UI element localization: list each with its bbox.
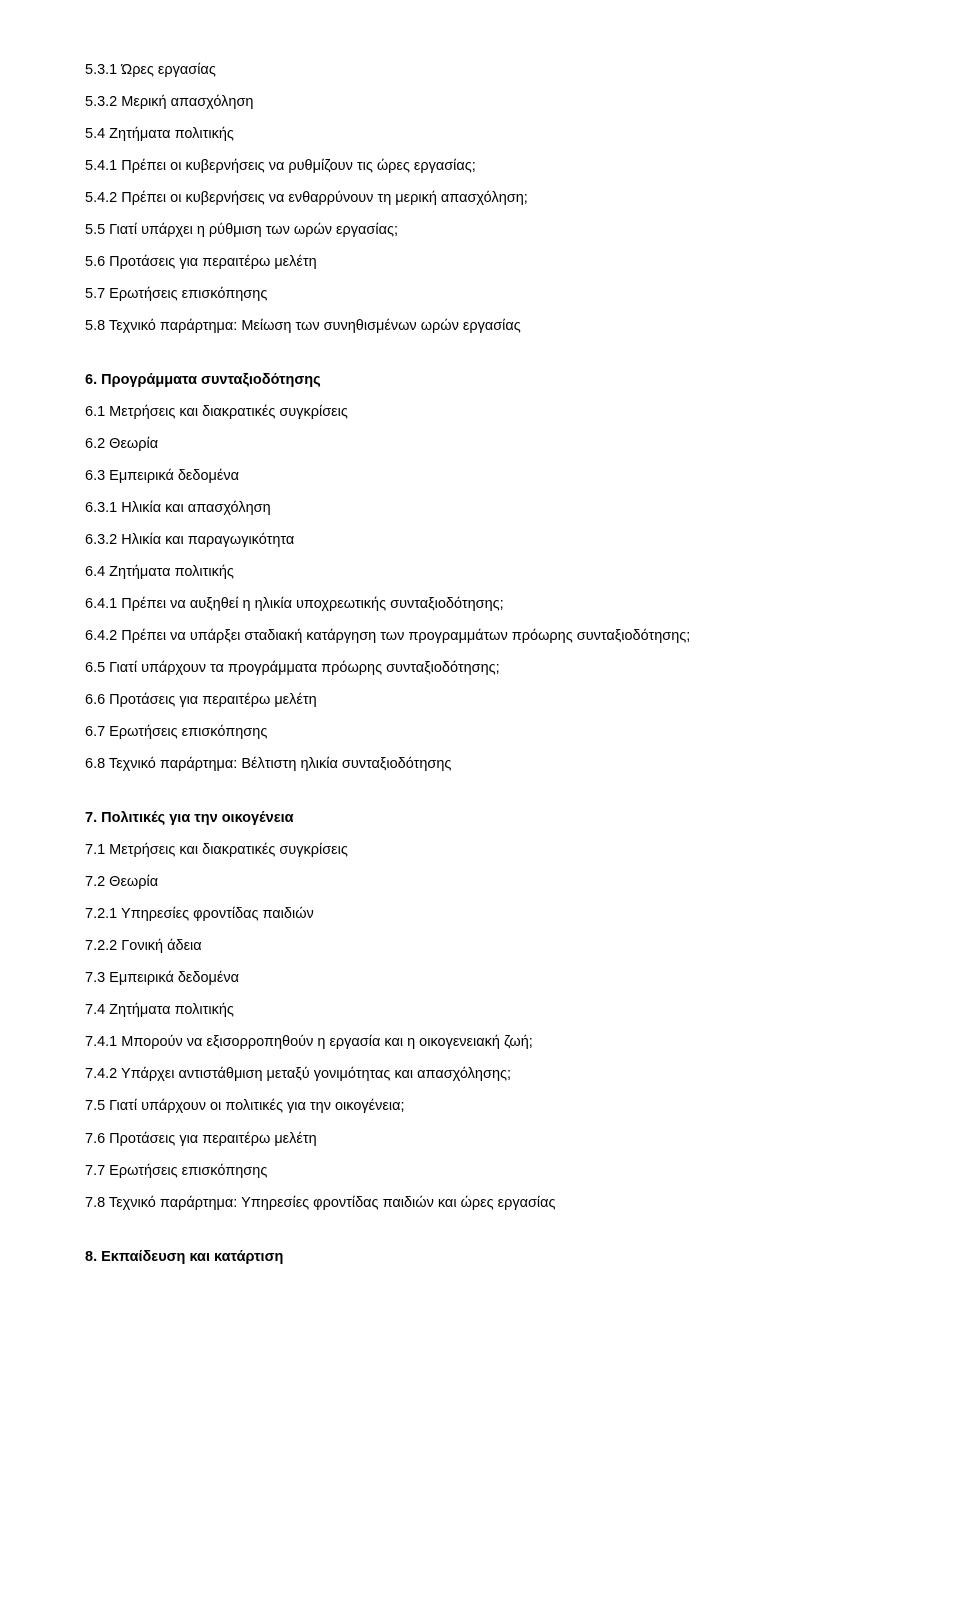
toc-line: 5.4 Ζητήματα πολιτικής	[85, 124, 875, 145]
toc-line: 7.6 Προτάσεις για περαιτέρω μελέτη	[85, 1129, 875, 1150]
toc-line: 6.4 Ζητήματα πολιτικής	[85, 562, 875, 583]
toc-line: 7.1 Μετρήσεις και διακρατικές συγκρίσεις	[85, 840, 875, 861]
toc-line: 7.7 Ερωτήσεις επισκόπησης	[85, 1161, 875, 1182]
toc-line: 6.1 Μετρήσεις και διακρατικές συγκρίσεις	[85, 402, 875, 423]
toc-line: 5.5 Γιατί υπάρχει η ρύθμιση των ωρών εργ…	[85, 220, 875, 241]
section-break	[85, 1225, 875, 1247]
section-break	[85, 786, 875, 808]
toc-line: 7.3 Εμπειρικά δεδομένα	[85, 968, 875, 989]
toc-line: 5.7 Ερωτήσεις επισκόπησης	[85, 284, 875, 305]
toc-line: 6.8 Τεχνικό παράρτημα: Βέλτιστη ηλικία σ…	[85, 754, 875, 775]
toc-line: 7.8 Τεχνικό παράρτημα: Υπηρεσίες φροντίδ…	[85, 1193, 875, 1214]
toc-line: 5.4.2 Πρέπει οι κυβερνήσεις να ενθαρρύνο…	[85, 188, 875, 209]
toc-line: 6.5 Γιατί υπάρχουν τα προγράμματα πρόωρη…	[85, 658, 875, 679]
toc-line: 6.3.1 Ηλικία και απασχόληση	[85, 498, 875, 519]
toc-line: 7.5 Γιατί υπάρχουν οι πολιτικές για την …	[85, 1096, 875, 1117]
toc-line: 7.2.2 Γονική άδεια	[85, 936, 875, 957]
toc-line: 5.3.2 Μερική απασχόληση	[85, 92, 875, 113]
section-title: 6. Προγράμματα συνταξιοδότησης	[85, 370, 875, 391]
toc-line: 7.2.1 Υπηρεσίες φροντίδας παιδιών	[85, 904, 875, 925]
toc-line: 7.4.1 Μπορούν να εξισορροπηθούν η εργασί…	[85, 1032, 875, 1053]
toc-line: 6.3 Εμπειρικά δεδομένα	[85, 466, 875, 487]
toc-line: 6.7 Ερωτήσεις επισκόπησης	[85, 722, 875, 743]
toc-line: 6.2 Θεωρία	[85, 434, 875, 455]
section-title: 7. Πολιτικές για την οικογένεια	[85, 808, 875, 829]
toc-line: 7.4.2 Υπάρχει αντιστάθμιση μεταξύ γονιμό…	[85, 1064, 875, 1085]
toc-line: 5.4.1 Πρέπει οι κυβερνήσεις να ρυθμίζουν…	[85, 156, 875, 177]
toc-line: 5.6 Προτάσεις για περαιτέρω μελέτη	[85, 252, 875, 273]
toc-line: 6.4.1 Πρέπει να αυξηθεί η ηλικία υποχρεω…	[85, 594, 875, 615]
toc-line: 6.3.2 Ηλικία και παραγωγικότητα	[85, 530, 875, 551]
section-break	[85, 348, 875, 370]
toc-line: 6.6 Προτάσεις για περαιτέρω μελέτη	[85, 690, 875, 711]
toc-line: 5.8 Τεχνικό παράρτημα: Μείωση των συνηθι…	[85, 316, 875, 337]
toc-line: 5.3.1 Ώρες εργασίας	[85, 60, 875, 81]
section-title: 8. Εκπαίδευση και κατάρτιση	[85, 1247, 875, 1268]
toc-line: 6.4.2 Πρέπει να υπάρξει σταδιακή κατάργη…	[85, 626, 875, 647]
toc-line: 7.4 Ζητήματα πολιτικής	[85, 1000, 875, 1021]
toc-line: 7.2 Θεωρία	[85, 872, 875, 893]
